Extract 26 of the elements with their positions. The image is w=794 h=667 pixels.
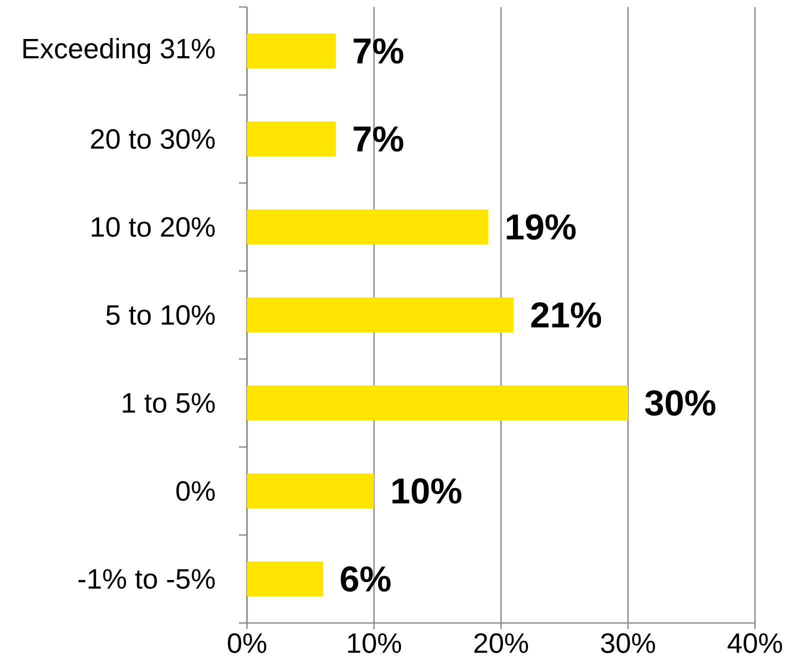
bar [247,561,324,596]
y-tick-label: 5 to 10% [106,305,215,325]
x-tick-label: 0% [228,633,266,654]
data-label: 7% [354,126,404,152]
bar [247,122,336,156]
x-tick-label: 10% [348,633,402,654]
y-tick-label: 10 to 20% [92,217,215,237]
data-label: 21% [531,302,602,328]
data-label: 7% [354,38,404,64]
data-label: 30% [645,390,716,416]
bar [247,209,488,244]
y-tick-label: 1 to 5% [122,393,215,413]
y-tick-label: 20 to 30% [91,129,215,149]
bar [247,385,628,420]
x-tick-label: 30% [601,633,656,654]
y-tick-label: -1% to -5% [78,569,215,589]
data-label: 19% [506,214,576,240]
bar [247,473,374,508]
bar [247,297,514,332]
x-tick-label: 40% [728,633,782,654]
x-tick-label: 20% [474,633,528,654]
data-label: 6% [340,566,391,592]
y-tick-label: Exceeding 31% [23,38,215,64]
data-label: 10% [392,478,462,504]
y-tick-label: 0% [176,481,215,501]
bar [247,34,336,68]
